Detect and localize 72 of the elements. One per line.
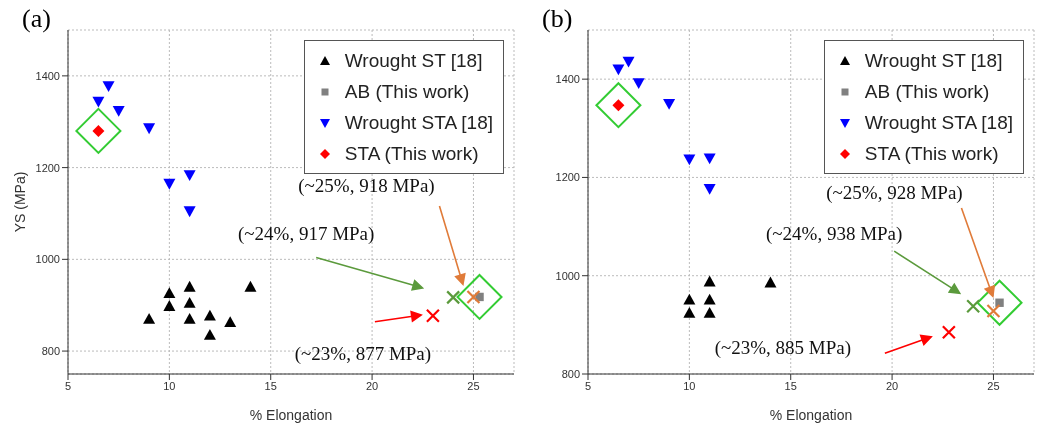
x-tick-label: 10 <box>163 379 176 392</box>
point <box>941 325 956 340</box>
point <box>183 312 196 324</box>
point <box>986 304 1001 319</box>
point <box>183 206 196 218</box>
point <box>622 56 635 68</box>
legend-label: AB (This work) <box>864 80 990 104</box>
x-tick-label: 10 <box>683 379 696 392</box>
annotation: (~24%, 917 MPa) <box>237 223 375 246</box>
legend-label: Wrought ST [18] <box>344 49 483 73</box>
y-tick-label: 800 <box>41 344 60 357</box>
y-tick-label: 1400 <box>35 69 60 82</box>
x-axis-title: % Elongation <box>249 407 333 423</box>
y-tick-label: 1000 <box>555 269 580 282</box>
legend-label: Wrought ST [18] <box>864 49 1003 73</box>
chart-title: (b) <box>542 4 573 34</box>
point <box>203 329 216 340</box>
point <box>703 275 716 287</box>
point <box>683 307 696 318</box>
x-tick-label: 15 <box>264 379 277 392</box>
point <box>663 98 676 110</box>
x-tick-label: 15 <box>784 379 797 392</box>
x-tick-label: 20 <box>365 379 379 392</box>
point <box>446 290 461 305</box>
point <box>244 280 257 292</box>
legend-label: STA (This work) <box>344 142 479 166</box>
y-tick-label: 1200 <box>555 171 580 184</box>
point <box>703 293 716 305</box>
point <box>683 154 696 166</box>
x-axis-title: % Elongation <box>769 407 853 423</box>
annotation: (~25%, 918 MPa) <box>298 174 435 197</box>
legend-label: Wrought STA [18] <box>864 111 1013 135</box>
point <box>163 178 176 190</box>
legend-label: STA (This work) <box>864 142 999 166</box>
point <box>163 300 176 311</box>
legend-label: Wrought STA [18] <box>344 111 493 135</box>
point <box>703 183 716 195</box>
point <box>112 105 125 117</box>
annotation: (~25%, 928 MPa) <box>826 182 963 205</box>
y-axis-title: YS (MPa) <box>11 171 28 233</box>
point <box>143 123 156 135</box>
point <box>183 296 196 308</box>
annotation: (~23%, 885 MPa) <box>714 337 852 360</box>
point <box>632 78 645 90</box>
x-tick-label: 5 <box>64 379 72 392</box>
chart-title: (a) <box>22 4 51 34</box>
point <box>183 280 196 292</box>
x-tick-label: 20 <box>885 379 899 392</box>
y-tick-label: 1000 <box>35 253 60 266</box>
legend-label: AB (This work) <box>344 80 470 104</box>
point <box>703 153 716 165</box>
y-tick-label: 1400 <box>555 73 580 86</box>
point <box>203 309 216 321</box>
annotation: (~24%, 938 MPa) <box>765 223 903 246</box>
x-tick-label: 25 <box>467 379 480 392</box>
point <box>764 276 777 288</box>
x-tick-label: 25 <box>987 379 1000 392</box>
point <box>224 316 237 327</box>
annotation: (~23%, 877 MPa) <box>294 342 432 365</box>
point <box>143 312 156 324</box>
point <box>612 64 625 76</box>
y-tick-label: 1200 <box>35 161 60 174</box>
point <box>703 307 716 318</box>
point <box>92 96 105 108</box>
y-tick-label: 800 <box>561 367 580 380</box>
point <box>102 81 115 92</box>
point <box>425 308 441 323</box>
point <box>966 299 981 314</box>
point <box>163 287 176 299</box>
point <box>683 293 696 305</box>
point <box>183 170 196 181</box>
x-tick-label: 5 <box>584 379 592 392</box>
